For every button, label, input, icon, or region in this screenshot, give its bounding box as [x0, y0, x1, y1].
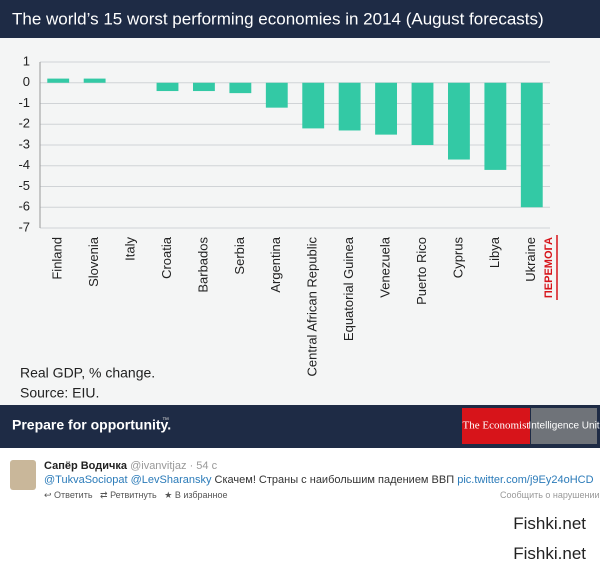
report[interactable]: Сообщить о нарушении: [500, 490, 600, 500]
bar: [47, 78, 70, 83]
favorite[interactable]: В избранное: [174, 490, 228, 500]
y-tick-label: -7: [18, 219, 30, 234]
y-tick-label: -4: [18, 157, 30, 172]
title-bar: [0, 0, 600, 38]
tweet-body: Скачем! Страны с наибольшим падением ВВП: [214, 474, 455, 486]
logo: The Economist: [463, 420, 530, 432]
x-tick-label: Cyprus: [450, 237, 465, 279]
bar: [520, 82, 543, 208]
note: Source: EIU.: [20, 385, 99, 401]
y-tick-label: -3: [18, 136, 30, 151]
x-tick-label: Equatorial Guinea: [341, 236, 356, 341]
avatar: [10, 460, 36, 490]
y-tick-label: -6: [18, 199, 30, 214]
x-tick-label: Croatia: [159, 236, 174, 279]
x-tick-label: Puerto Rico: [414, 237, 429, 305]
mention[interactable]: @TukvaSociopat: [44, 474, 128, 486]
bar: [484, 82, 507, 170]
x-tick-label: Ukraine: [523, 237, 538, 282]
x-tick-label: Argentina: [268, 236, 283, 292]
bar: [156, 82, 179, 92]
annotation: ПЕРЕМОГА: [543, 237, 555, 298]
tweet-header: Сапёр Водичка @ivanvitjaz · 54 с: [44, 460, 217, 472]
x-tick-label: Barbados: [195, 237, 210, 293]
x-tick-label: Venezuela: [378, 236, 393, 297]
chart: The world’s 15 worst performing economie…: [0, 0, 600, 448]
bar: [83, 78, 106, 83]
bar: [448, 82, 470, 160]
x-tick-label: Finland: [50, 237, 65, 280]
y-tick-label: -1: [18, 95, 30, 110]
logo-box: [462, 408, 530, 444]
banner-slogan: Prepare for opportunity.: [12, 417, 171, 433]
tweet-link[interactable]: pic.twitter.com/j9Ey24oHCD: [457, 474, 594, 486]
tweet-handle[interactable]: @ivanvitjaz: [130, 460, 187, 472]
watermark: Fishki.net: [513, 514, 586, 533]
y-tick-label: -2: [18, 116, 30, 131]
bar: [375, 82, 397, 135]
note: Real GDP, % change.: [20, 365, 155, 381]
unit-box: [531, 408, 597, 444]
x-tick-label: Libya: [487, 236, 502, 268]
mention[interactable]: @LevSharansky: [130, 474, 212, 486]
bar: [265, 82, 288, 108]
x-tick-label: Central African Republic: [305, 237, 320, 377]
x-tick-label: Serbia: [232, 236, 247, 274]
bar: [411, 82, 434, 145]
bar: [229, 82, 252, 94]
y-tick-label: -5: [18, 178, 30, 193]
bar: [302, 82, 325, 129]
tweet-name[interactable]: Сапёр Водичка: [44, 460, 128, 472]
chart-title: The world’s 15 worst performing economie…: [12, 9, 544, 28]
watermark: Fishki.net: [513, 544, 586, 563]
y-tick-label: 0: [23, 74, 30, 89]
tweet-actions: ↩ Ответить ⇄ Ретвитнуть ★ В избранное: [44, 490, 228, 500]
tweet-text: @TukvaSociopat @LevSharansky Скачем! Стр…: [44, 474, 594, 486]
retweet[interactable]: Ретвитнуть: [110, 490, 157, 500]
reply[interactable]: Ответить: [54, 490, 93, 500]
x-tick-label: Slovenia: [86, 236, 101, 287]
chart-background: [0, 0, 600, 448]
tweet-time: · 54 с: [189, 460, 218, 472]
bar: [193, 82, 215, 92]
bar: [338, 82, 361, 131]
x-tick-label: Italy: [123, 237, 138, 261]
trademark: ™: [162, 417, 169, 424]
unit: Intelligence Unit: [528, 421, 599, 432]
y-tick-label: 1: [23, 53, 30, 68]
